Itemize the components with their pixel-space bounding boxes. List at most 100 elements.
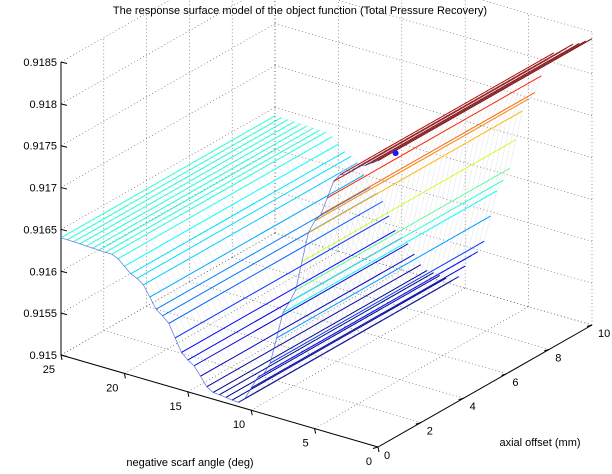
surface-mesh-line (184, 90, 502, 333)
wall-grid-line (274, 65, 593, 158)
z-tick-mark (60, 61, 68, 64)
wall-grid-line (274, 23, 593, 117)
x-tick-label: 6 (512, 377, 518, 389)
surface-mesh-line (92, 125, 307, 249)
surface-mesh-line (295, 167, 510, 291)
surface-mesh-line (130, 151, 345, 275)
surface-mesh-line (308, 110, 523, 234)
optimum-point-marker (392, 150, 399, 157)
surface-mesh-line (221, 69, 539, 311)
y-tick-label: 15 (170, 401, 182, 413)
wall-grid-line (60, 0, 171, 63)
surface-mesh-line (157, 105, 475, 348)
x-tick-mark (586, 324, 593, 327)
surface-mesh-line (210, 75, 528, 318)
surface-mesh-line (301, 139, 517, 263)
surface-mesh-line (320, 92, 536, 215)
x-tick-label: 4 (470, 401, 476, 413)
surface-mesh-line (87, 145, 405, 388)
surface-mesh-line (327, 75, 542, 199)
z-tick-mark (60, 354, 68, 357)
z-tick-mark (60, 270, 68, 274)
surface-mesh-line (60, 160, 379, 403)
surface-mesh-line (269, 41, 587, 284)
surface-mesh-line (226, 65, 544, 308)
y-tick-label: 0 (366, 456, 372, 468)
surface-mesh-line (288, 179, 504, 303)
surface-mesh-line (216, 72, 534, 315)
surface-mesh-line (264, 44, 582, 287)
surface-mesh-line (237, 59, 555, 302)
y-tick-label: 5 (302, 438, 308, 450)
surface-mesh-line (114, 130, 432, 372)
surface-mesh-line (124, 143, 339, 267)
surface-mesh-line (276, 215, 491, 339)
surface-mesh-line (168, 200, 384, 324)
z-tick-mark (60, 103, 68, 106)
y-axis-line (60, 354, 379, 448)
x-tick-mark (501, 373, 507, 376)
surface-mesh-line (98, 127, 314, 251)
wall-grid-line (336, 0, 593, 75)
surface-mesh-line (66, 157, 384, 400)
surface-mesh-line (173, 96, 491, 339)
wall-grid-line (274, 148, 593, 242)
surface-mesh-line (167, 99, 486, 342)
surface-mesh-line (206, 264, 422, 388)
z-tick-label: 0.915 (29, 350, 57, 362)
surface-mesh-line (136, 155, 352, 279)
floor-grid-line (187, 269, 402, 393)
surface-mesh-line (200, 81, 518, 324)
surface-mesh-line (125, 123, 443, 366)
surface-mesh-line (225, 274, 441, 398)
surface-mesh-line (250, 265, 466, 389)
surface-mesh-line (200, 253, 415, 377)
surface-mesh-line (71, 154, 389, 397)
surface-front-edge (60, 160, 379, 403)
surface-mesh-line (103, 136, 421, 379)
z-tick-label: 0.9165 (23, 224, 57, 236)
x-axis-label: axial offset (mm) (499, 437, 580, 449)
surface-mesh-line (98, 139, 416, 382)
surface-mesh-line (178, 93, 496, 336)
z-tick-label: 0.917 (29, 183, 57, 195)
y-tick-mark (60, 354, 63, 361)
surface-mesh-line (314, 98, 529, 222)
surface-mesh-line (253, 50, 571, 293)
surface-mesh-line (244, 276, 460, 399)
wall-grid-line (60, 107, 276, 230)
surface-mesh-line (86, 123, 301, 247)
surface-mesh-line (274, 38, 593, 281)
z-tick-mark (60, 145, 68, 148)
markers (392, 150, 399, 157)
surface-mesh-line (377, 38, 593, 162)
surface-mesh-line (231, 277, 447, 401)
surface-mesh-line (258, 47, 577, 290)
wall-grid-line (60, 232, 276, 356)
x-tick-mark (544, 348, 550, 352)
surface-mesh-line (119, 126, 437, 369)
wall-grid-line (60, 149, 276, 272)
surface-mesh-line (82, 148, 400, 391)
surface-mesh-line (194, 84, 512, 327)
z-tick-mark (60, 187, 68, 190)
surface-mesh-line (60, 115, 276, 239)
surface-mesh-line (151, 108, 469, 351)
surface-mesh-line (79, 121, 295, 245)
wall-grid-line (274, 190, 593, 284)
surface-mesh-line (117, 136, 333, 260)
x-tick-label: 2 (427, 426, 433, 438)
x-tick-label: 0 (384, 450, 390, 462)
surface-mesh-line (193, 243, 409, 367)
surface-mesh-line (269, 240, 485, 364)
y-axis-label: negative scarf angle (deg) (126, 457, 253, 469)
z-tick-mark (60, 312, 68, 316)
surface-mesh-line (146, 111, 464, 354)
surface-mesh-line (135, 117, 453, 360)
surface-mesh-line (105, 129, 320, 253)
z-tick-label: 0.9155 (23, 308, 57, 320)
y-tick-mark (187, 391, 190, 397)
surface-mesh-line (155, 186, 371, 310)
y-tick-mark (377, 446, 380, 453)
